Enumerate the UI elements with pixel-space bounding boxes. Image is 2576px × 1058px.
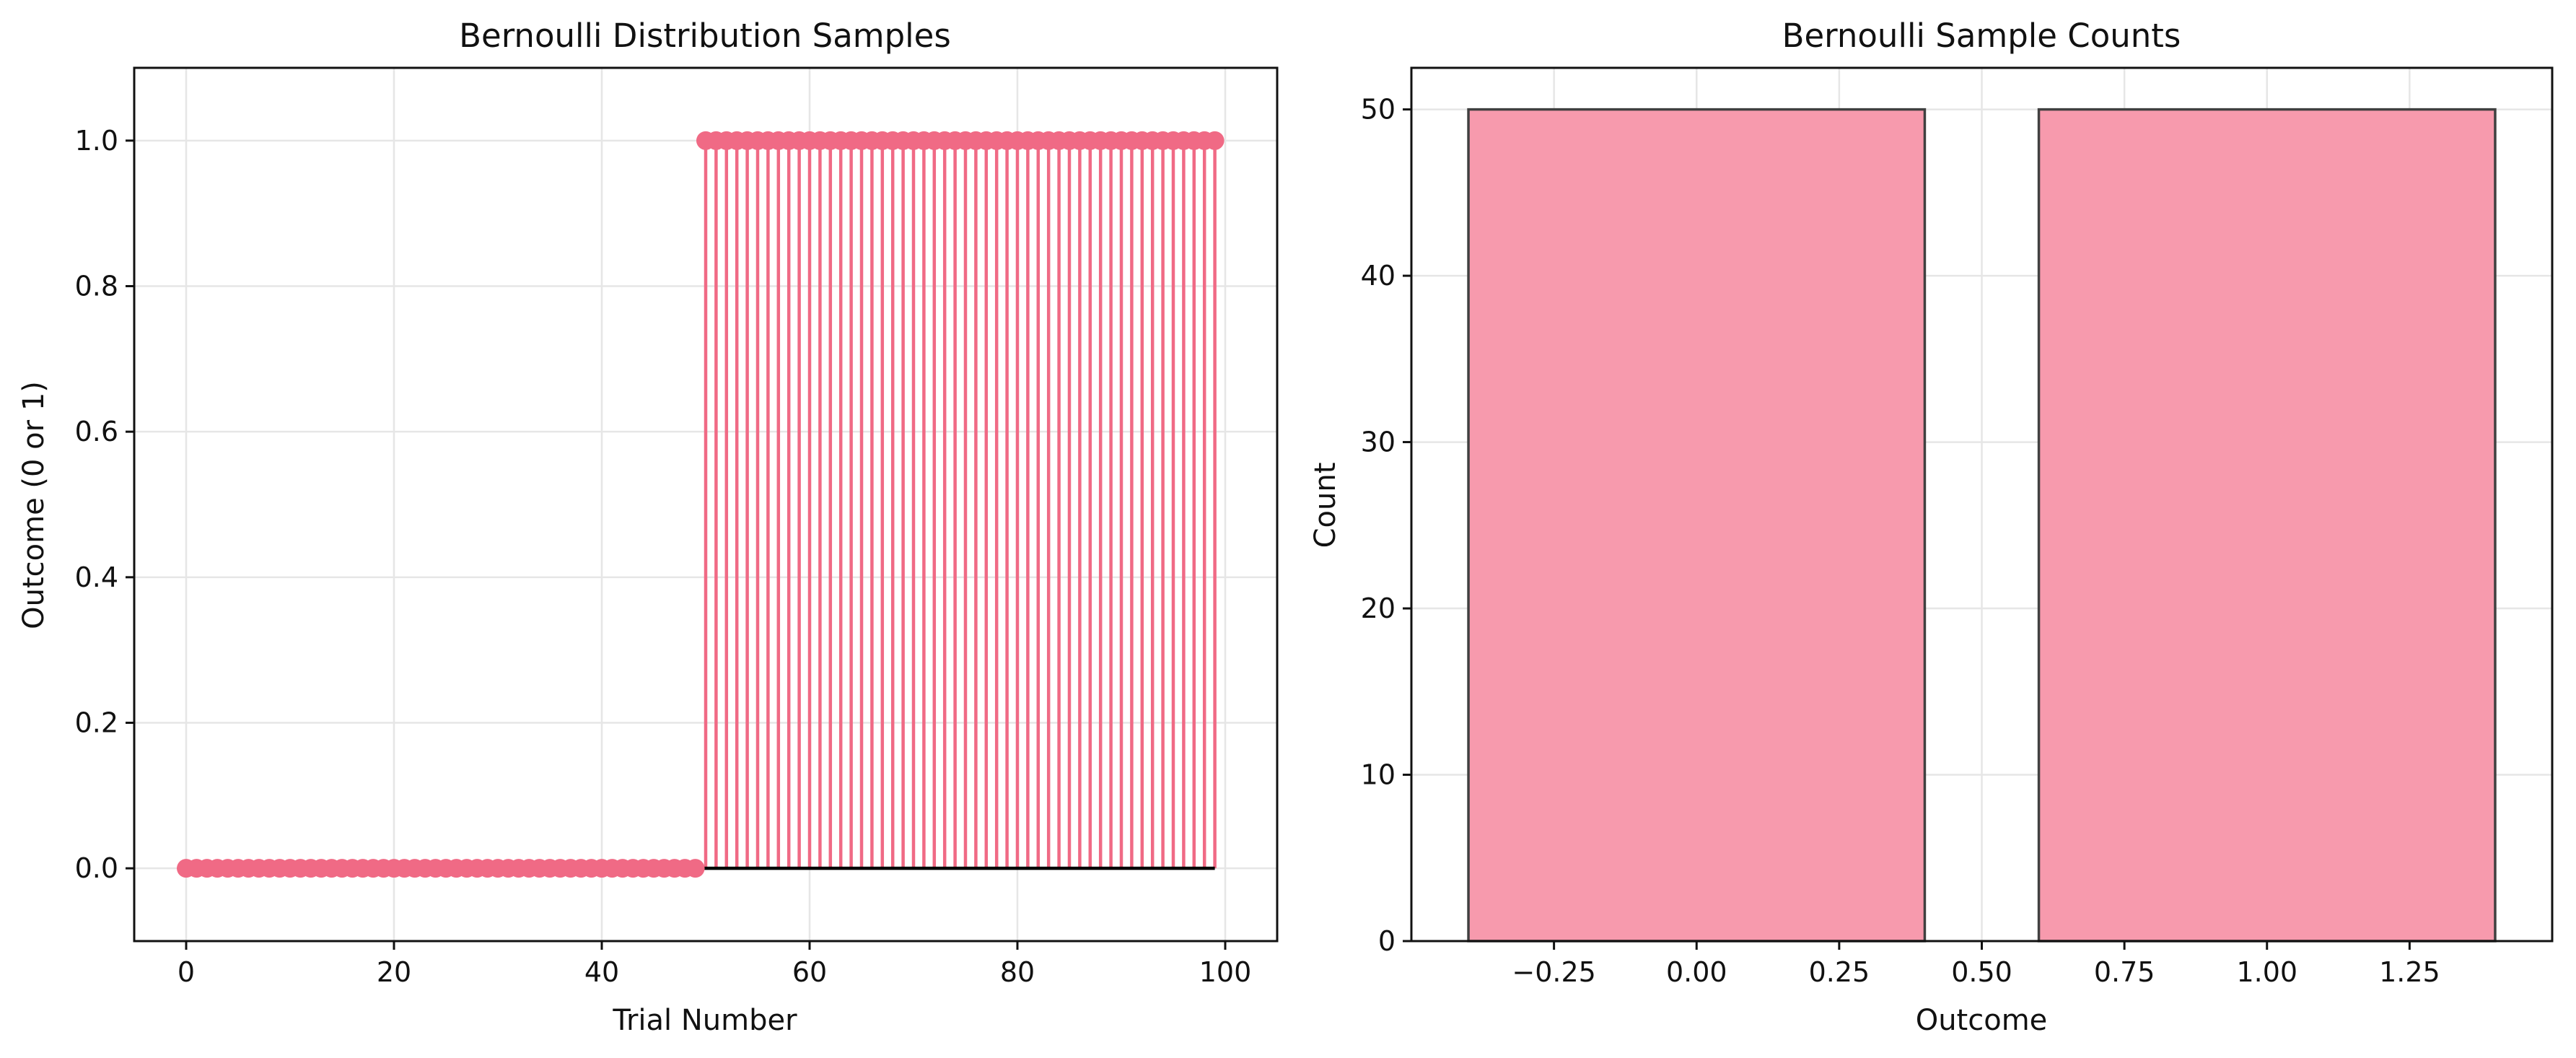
stem-chart-y-tick-label: 1.0 — [75, 125, 118, 157]
stem-chart-y-tick-label: 0.8 — [75, 271, 118, 302]
stem-chart-y-axis-label: Outcome (0 or 1) — [17, 381, 51, 629]
stem-marker-point — [685, 859, 705, 878]
stem-chart-panel: Bernoulli Distribution Samples 0 20 40 60 80… — [17, 17, 1279, 1037]
bar-chart-axes-frame — [1410, 66, 2554, 943]
stem-chart-y-tick-label: 0.0 — [75, 852, 118, 884]
stem-chart-x-tick-label: 80 — [1000, 956, 1035, 988]
stem-chart-x-tick-label: 100 — [1199, 956, 1252, 988]
bar-chart-x-tick-label: 0.50 — [1951, 956, 2012, 988]
bar-chart-x-tick-label: 0.25 — [1809, 956, 1870, 988]
bar-chart-y-axis: 0 10 20 30 40 50 — [1361, 94, 1411, 957]
bar-chart-x-axis-label: Outcome — [1916, 1004, 2048, 1037]
bar-chart-x-tick-label: 0.00 — [1666, 956, 1727, 988]
stem-chart-x-axis-label: Trial Number — [612, 1004, 797, 1037]
bar-chart-y-tick-label: 40 — [1361, 260, 1396, 292]
bar-outcome-1 — [2037, 108, 2497, 943]
stem-chart-marks — [177, 131, 1225, 878]
stem-chart-title: Bernoulli Distribution Samples — [459, 17, 951, 55]
bar-chart-x-tick-label: 1.25 — [2379, 956, 2440, 988]
bar-outcome-0 — [1467, 108, 1927, 943]
stem-chart-y-tick-label: 0.6 — [75, 416, 118, 447]
bar-chart-y-tick-label: 30 — [1361, 427, 1396, 458]
stem-chart-x-tick-label: 40 — [584, 956, 619, 988]
bar-chart-y-tick-label: 0 — [1378, 925, 1396, 957]
bar-chart-y-tick-label: 10 — [1361, 759, 1396, 791]
bar-chart-title: Bernoulli Sample Counts — [1782, 17, 2181, 55]
stem-chart-x-axis: 0 20 40 60 80 100 — [178, 941, 1251, 988]
bar-chart-y-tick-label: 20 — [1361, 593, 1396, 624]
bar-chart-marks — [1467, 108, 2497, 943]
stem-chart-x-tick-label: 60 — [792, 956, 827, 988]
bar-chart-y-axis-label: Count — [1309, 463, 1342, 548]
stem-chart-y-tick-label: 0.4 — [75, 561, 118, 593]
stem-chart-y-tick-label: 0.2 — [75, 707, 118, 739]
bar-chart-panel: Bernoulli Sample Counts −0.25 0.00 0.25 0.5… — [1309, 17, 2554, 1037]
bar-chart-x-tick-label: 0.75 — [2094, 956, 2155, 988]
stem-chart-x-tick-label: 20 — [377, 956, 411, 988]
stem-chart-x-tick-label: 0 — [178, 956, 195, 988]
bar-chart-x-tick-label: 1.00 — [2236, 956, 2297, 988]
bar-chart-x-axis: −0.25 0.00 0.25 0.50 0.75 1.00 1.25 — [1512, 941, 2440, 988]
stem-chart-axes-frame — [133, 66, 1279, 943]
stem-chart-y-axis: 0.0 0.2 0.4 0.6 0.8 1.0 — [75, 125, 134, 884]
bar-chart-x-tick-label: −0.25 — [1512, 956, 1595, 988]
stem-marker-point — [1205, 131, 1225, 150]
bar-chart-y-tick-label: 50 — [1361, 94, 1396, 126]
